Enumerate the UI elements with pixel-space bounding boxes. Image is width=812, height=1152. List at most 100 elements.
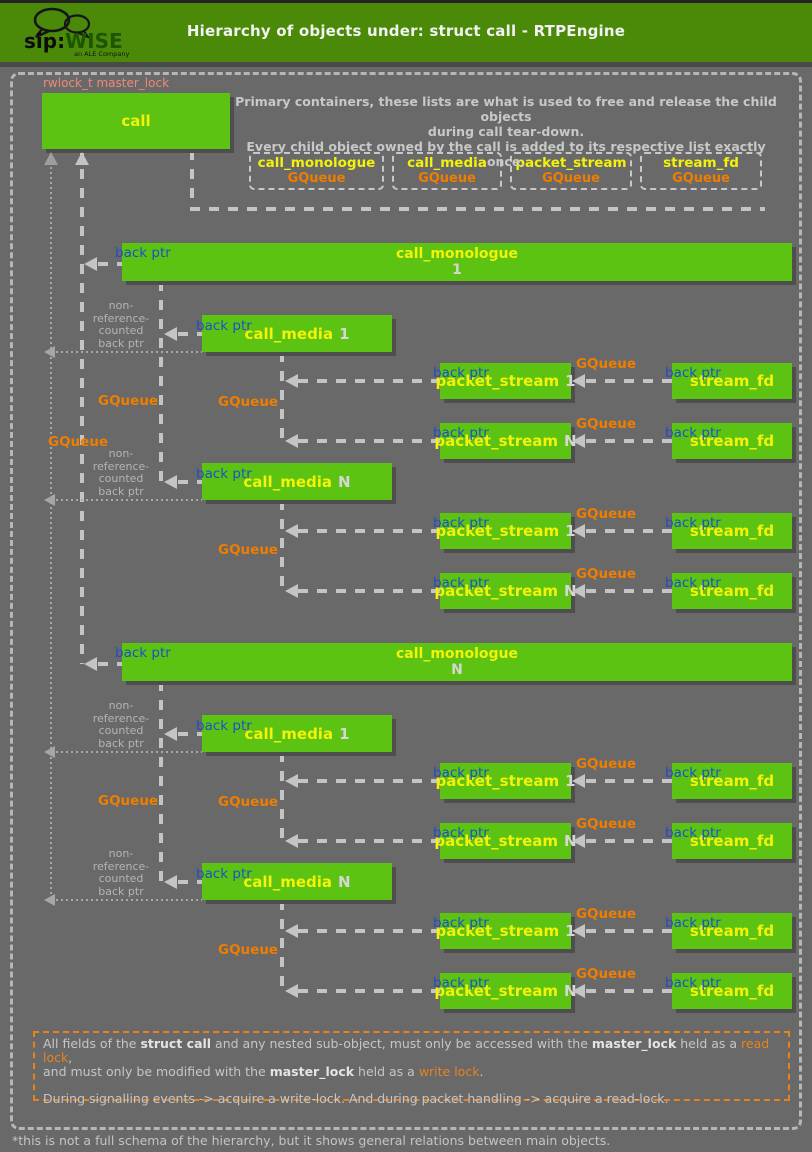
- notes-bold-term: master_lock: [269, 1064, 355, 1079]
- monologue-1-backptr-label: back ptr: [115, 245, 171, 261]
- monologue-N-media-N-box: call_media N: [202, 863, 392, 900]
- notes-line-1: All fields of the struct call and any ne…: [43, 1037, 780, 1065]
- monologue-1-media-N-stream-N-fd-backptr-label: back ptr: [665, 575, 721, 591]
- primary-containers-note: Primary containers, these lists are what…: [232, 94, 780, 169]
- monologue-N-media-1-stream-1-ps-backptr-arrow-icon: [285, 774, 298, 788]
- monologue-1-media-N-nonref-label: non-reference-counted back ptr: [88, 447, 154, 498]
- monologue-1-media-N-stream-N-gqueue-label: GQueue: [575, 566, 637, 582]
- monologue-N-media-N-stream-N-fd-backptr-arrow-icon: [572, 984, 585, 998]
- monologue-N-media-1-stream-N-ps-backptr-label: back ptr: [433, 825, 489, 841]
- monologue-N-media-N-stream-1-fd-backptr-line: [586, 929, 672, 933]
- monologue-N-media-N-box-label: call_media: [243, 872, 333, 891]
- monologue-1-media-N-nonref-line-3: counted: [98, 472, 144, 485]
- monologue-1-media-N-stream-queue-line: [280, 500, 284, 591]
- monologue-N-media-1-box-label: call_media: [244, 724, 334, 743]
- monologue-1-media-1-stream-1-ps-backptr-line: [298, 379, 440, 383]
- monologue-1-media-N-nonref-line-4: back ptr: [98, 484, 144, 498]
- primary-note-line-2: during call tear-down.: [427, 124, 585, 139]
- monologue-1-media-N-nonref-arrow-icon: [44, 494, 55, 506]
- monologue-N-media-1-stream-N-ps-backptr-line: [298, 839, 440, 843]
- primary-note-line-3: Every child object owned by the call is …: [246, 139, 766, 169]
- monologue-N-media-1-stream-N-fd-box: stream_fd: [672, 823, 792, 859]
- notes-orange-term: read lock: [43, 1036, 770, 1065]
- monologue-1-media-N-stream-1-fd-backptr-arrow-icon: [572, 524, 585, 538]
- monologue-N-media-1-nonref-line: [56, 751, 202, 753]
- monologue-1-media-N-backptr-arrow-icon: [164, 475, 177, 489]
- monologue-N-media-N-gqueue-label-streams: GQueue: [218, 942, 279, 958]
- monologue-1-media-1-nonref-line-1: non-: [108, 299, 134, 312]
- monologue-N-media-1-stream-N-fd-backptr-label: back ptr: [665, 825, 721, 841]
- monologue-N-media-N-stream-1-fd-backptr-arrow-icon: [572, 924, 585, 938]
- monologue-N-media-1-nonref-arrow-icon: [44, 746, 55, 758]
- monologue-N-media-queue-line: [159, 681, 163, 883]
- monologue-N-media-1-stream-1-fd-backptr-arrow-icon: [572, 774, 585, 788]
- non-ref-spine-up-arrow-icon: [44, 152, 58, 165]
- legend-name: call_monologue: [257, 155, 376, 171]
- monologue-N-media-N-stream-queue-line: [280, 900, 284, 991]
- legend-box-call_monologue: call_monologue GQueue: [249, 152, 384, 190]
- monologue-1-media-1-stream-N-ps-backptr-label: back ptr: [433, 425, 489, 441]
- monologue-1-box-index: 1: [452, 262, 462, 278]
- monologue-N-media-N-backptr-label: back ptr: [196, 866, 252, 882]
- header-bar: sip:WISE an ALE Company Hierarchy of obj…: [0, 0, 812, 62]
- legend-queue-type: GQueue: [418, 171, 476, 186]
- monologue-1-media-1-stream-N-fd-box: stream_fd: [672, 423, 792, 459]
- monologue-1-media-N-stream-N-ps-backptr-arrow-icon: [285, 584, 298, 598]
- legend-box-call_media: call_media GQueue: [392, 152, 502, 190]
- monologue-1-media-1-backptr-arrow-icon: [164, 327, 177, 341]
- footnote: *this is not a full schema of the hierar…: [12, 1133, 611, 1148]
- legend-name: call_media: [407, 155, 487, 171]
- monologue-N-media-1-stream-1-gqueue-label: GQueue: [575, 756, 637, 772]
- notes-bold-term: master_lock: [591, 1036, 677, 1051]
- monologue-1-box-text: call_monologue 1: [396, 246, 518, 278]
- monologue-N-media-N-stream-N-gqueue-label: GQueue: [575, 966, 637, 982]
- monologue-1-media-N-nonref-line-2: reference-: [92, 459, 150, 473]
- monologue-N-media-1-stream-N-fd-backptr-arrow-icon: [572, 834, 585, 848]
- monologue-1-media-1-backptr-label: back ptr: [196, 318, 252, 334]
- legend-queue-type: GQueue: [542, 171, 600, 186]
- monologue-N-media-1-nonref-line-1: non-: [108, 699, 134, 712]
- notes-text: ,: [68, 1050, 73, 1065]
- monologue-N-media-1-box: call_media 1: [202, 715, 392, 752]
- notes-orange-term: write lock: [418, 1064, 480, 1079]
- notes-text: During signalling events -> acquire a wr…: [43, 1091, 669, 1106]
- monologue-1-media-1-stream-1-fd-box: stream_fd: [672, 363, 792, 399]
- monologue-1-media-N-stream-N-fd-box: stream_fd: [672, 573, 792, 609]
- legend-box-packet_stream: packet_stream GQueue: [510, 152, 632, 190]
- notes-text: and any nested sub-object, must only be …: [211, 1036, 592, 1051]
- monologue-N-media-N-backptr-arrow-icon: [164, 875, 177, 889]
- monologue-N-media-1-box-index: 1: [339, 724, 350, 743]
- monologue-1-media-N-nonref-line: [56, 499, 202, 501]
- monologue-1-media-N-stream-N-fd-backptr-line: [586, 589, 672, 593]
- monologue-1-media-1-stream-1-ps-backptr-label: back ptr: [433, 365, 489, 381]
- monologue-1-media-N-box-index: N: [338, 472, 351, 491]
- monologue-1-media-1-stream-1-fd-box-label: stream_fd: [689, 372, 775, 390]
- monologue-1-media-N-stream-N-fd-backptr-arrow-icon: [572, 584, 585, 598]
- monologue-1-media-N-stream-N-fd-box-label: stream_fd: [689, 582, 775, 600]
- monologue-1-media-1-nonref-line-3: counted: [98, 324, 144, 337]
- monologue-1-media-N-stream-1-fd-backptr-label: back ptr: [665, 515, 721, 531]
- monologue-1-media-1-stream-N-fd-backptr-label: back ptr: [665, 425, 721, 441]
- monologue-N-media-1-stream-N-gqueue-label: GQueue: [575, 816, 637, 832]
- monologue-N-media-1-nonref-line-4: back ptr: [98, 736, 144, 750]
- monologue-N-media-N-stream-1-fd-box-label: stream_fd: [689, 922, 775, 940]
- monologue-1-media-N-stream-N-ps-box: packet_stream N: [434, 573, 577, 609]
- notes-text: held as a: [676, 1036, 742, 1051]
- monologue-1-media-N-stream-1-ps-box-label: packet_stream: [435, 522, 560, 540]
- monologue-1-box: call_monologue 1: [122, 243, 792, 281]
- monologue-1-media-N-stream-N-ps-backptr-label: back ptr: [433, 575, 489, 591]
- monologue-N-box-label: call_monologue: [395, 646, 519, 662]
- notes-line-2: and must only be modified with the maste…: [43, 1065, 780, 1079]
- monologue-1-media-N-stream-1-gqueue-label: GQueue: [575, 506, 637, 522]
- monologue-N-media-N-backptr-line: [178, 880, 202, 884]
- monologue-N-media-N-nonref-line-4: back ptr: [98, 884, 144, 898]
- monologue-N-box-text: call_monologue N: [396, 646, 518, 678]
- call-box: call: [42, 93, 230, 149]
- monologue-1-media-1-nonref-arrow-icon: [44, 346, 55, 358]
- gqueue-label-monologues: GQueue: [48, 434, 109, 450]
- monologue-N-media-N-stream-1-ps-box: packet_stream 1: [435, 913, 576, 949]
- monologue-N-media-N-stream-N-fd-box-label: stream_fd: [689, 982, 775, 1000]
- monologue-N-media-N-nonref-line-1: non-: [108, 847, 134, 860]
- monologue-N-media-N-nonref-line: [56, 899, 202, 901]
